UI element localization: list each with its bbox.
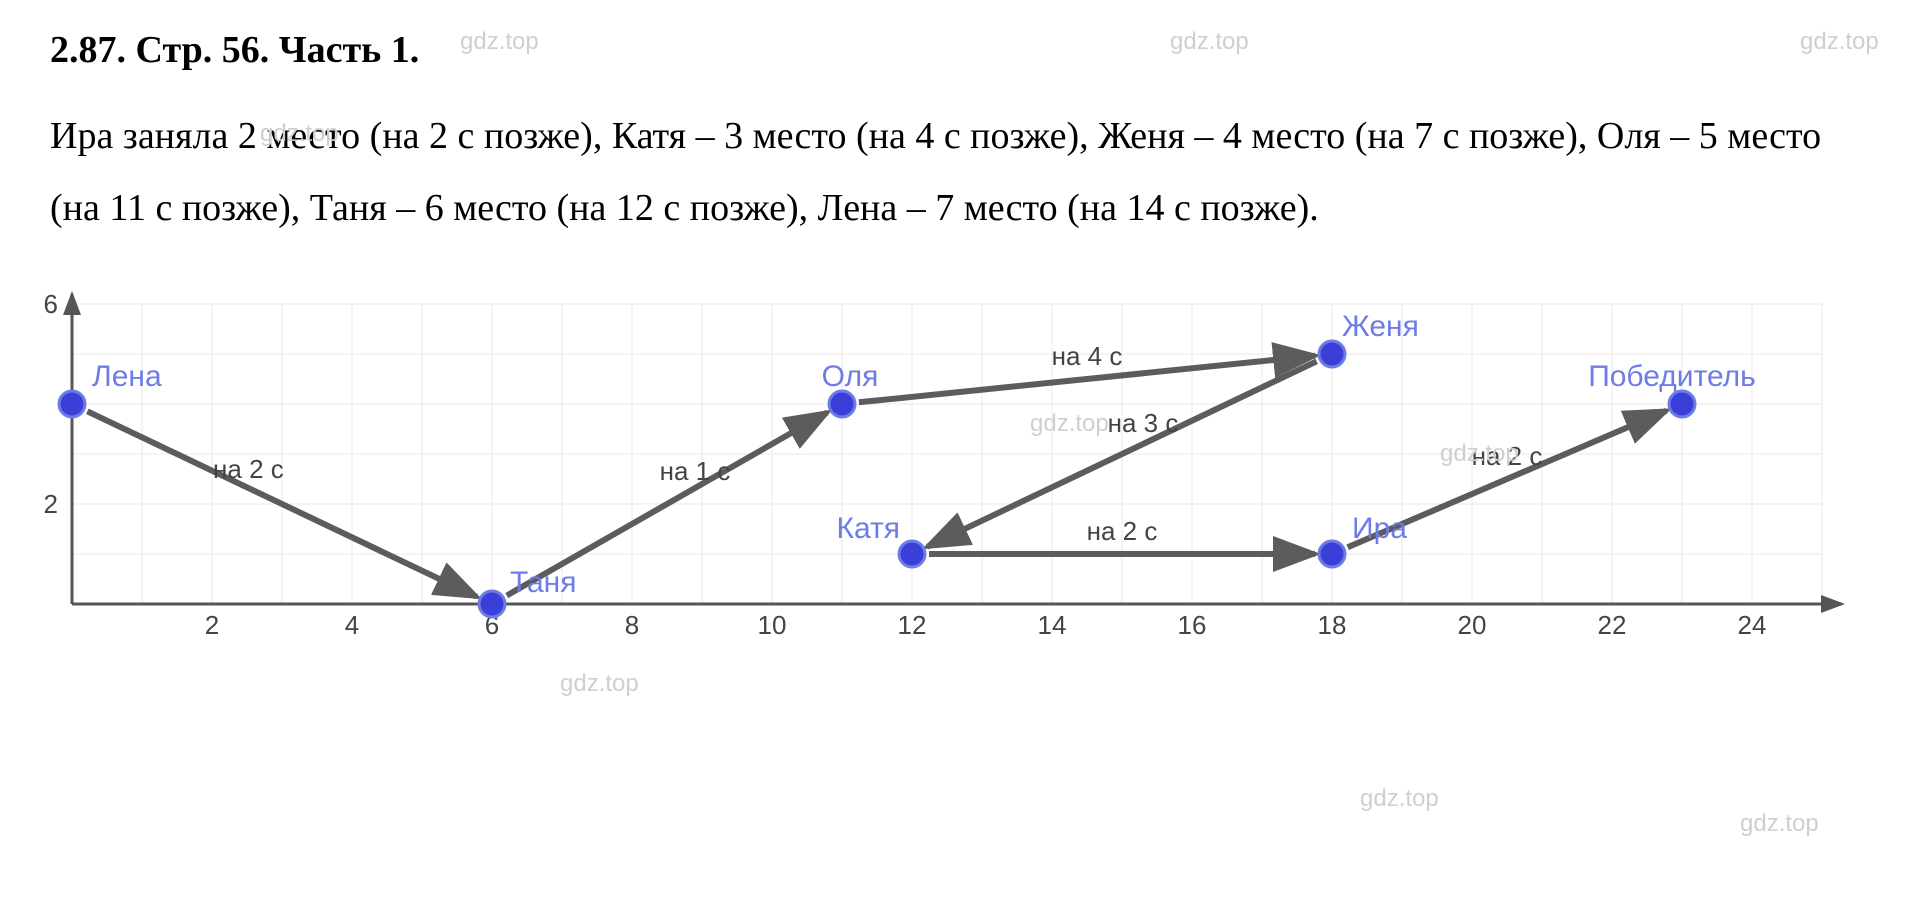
graph-node <box>1319 341 1345 367</box>
watermark: gdz.top <box>560 670 639 698</box>
x-tick-label: 4 <box>345 610 359 640</box>
x-tick-label: 24 <box>1738 610 1767 640</box>
exercise-heading: 2.87. Стр. 56. Часть 1. <box>50 28 1877 72</box>
node-label: Оля <box>822 360 879 393</box>
answer-text: Ира заняла 2 место (на 2 с позже), Катя … <box>50 100 1877 244</box>
edge-label: на 3 с <box>1108 408 1179 438</box>
x-tick-label: 2 <box>205 610 219 640</box>
x-tick-label: 18 <box>1318 610 1347 640</box>
x-tick-label: 10 <box>758 610 787 640</box>
graph-node <box>1669 391 1695 417</box>
graph-node <box>1319 541 1345 567</box>
x-tick-label: 22 <box>1598 610 1627 640</box>
x-tick-label: 8 <box>625 610 639 640</box>
watermark: gdz.top <box>1740 810 1819 838</box>
edge-label: на 2 с <box>1472 441 1543 471</box>
node-label: Женя <box>1342 310 1419 343</box>
race-graph: 2468101214161820222426на 2 сна 1 сна 4 с… <box>40 264 1867 644</box>
y-tick-label: 2 <box>44 489 58 519</box>
x-tick-label: 14 <box>1038 610 1067 640</box>
edge-label: на 1 с <box>660 456 731 486</box>
graph-node <box>479 591 505 617</box>
graph-area: 2468101214161820222426на 2 сна 1 сна 4 с… <box>40 264 1867 644</box>
watermark: gdz.top <box>1360 785 1439 813</box>
node-label: Ира <box>1352 512 1407 545</box>
edge-label: на 2 с <box>1087 516 1158 546</box>
x-tick-label: 16 <box>1178 610 1207 640</box>
edge-label: на 4 с <box>1052 341 1123 371</box>
y-tick-label: 6 <box>44 289 58 319</box>
graph-node <box>59 391 85 417</box>
graph-node <box>899 541 925 567</box>
x-tick-label: 20 <box>1458 610 1487 640</box>
node-label: Катя <box>837 512 901 545</box>
node-label: Лена <box>92 360 162 393</box>
graph-node <box>829 391 855 417</box>
x-tick-label: 12 <box>898 610 927 640</box>
node-label: Победитель <box>1588 360 1756 393</box>
edge-label: на 2 с <box>213 454 284 484</box>
node-label: Таня <box>510 566 576 599</box>
